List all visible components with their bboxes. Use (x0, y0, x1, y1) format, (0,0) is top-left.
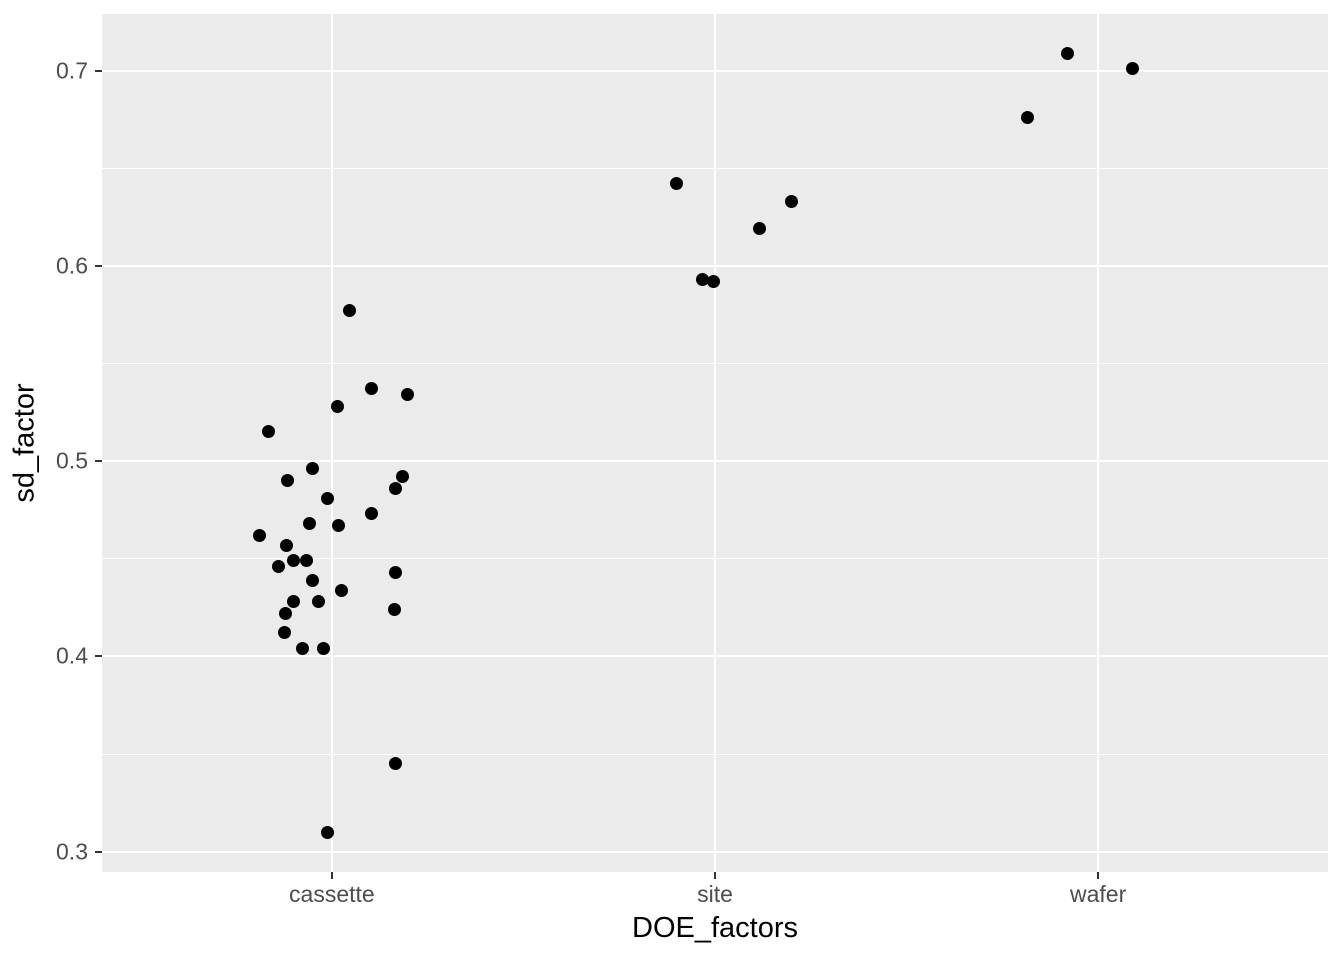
data-point (1126, 62, 1140, 76)
y-tick-label: 0.5 (56, 447, 88, 474)
data-point (252, 528, 266, 542)
data-point (1021, 110, 1035, 124)
data-point (271, 560, 285, 574)
data-point (387, 603, 401, 617)
data-point (695, 273, 709, 287)
gridline-major-vertical (330, 14, 333, 872)
y-tick-mark (95, 264, 102, 267)
x-tick-mark (330, 872, 333, 879)
data-point (330, 399, 344, 413)
data-point (321, 825, 335, 839)
data-point (278, 606, 292, 620)
data-point (400, 388, 414, 402)
gridline-major-vertical (714, 14, 716, 872)
data-point (279, 538, 293, 552)
data-point (388, 757, 402, 771)
data-point (296, 642, 310, 656)
x-tick-label: cassette (289, 881, 375, 907)
x-tick-mark (714, 872, 716, 879)
data-point (286, 595, 300, 609)
data-point (388, 565, 402, 579)
data-point (365, 507, 379, 521)
y-tick-label: 0.3 (56, 838, 88, 865)
data-point (321, 491, 335, 505)
data-point (395, 470, 409, 484)
data-point (277, 626, 291, 640)
data-point (388, 481, 402, 495)
data-point (286, 554, 300, 568)
data-point (784, 194, 798, 208)
data-point (334, 583, 348, 597)
data-point (261, 425, 275, 439)
data-point (316, 642, 330, 656)
y-tick-mark (95, 655, 102, 658)
data-point (752, 222, 766, 236)
y-axis-title: sd_factor (8, 383, 41, 503)
data-point (669, 177, 683, 191)
gridline-major-vertical (1097, 14, 1100, 872)
x-tick-mark (1097, 872, 1100, 879)
data-point (302, 517, 316, 531)
x-tick-label: site (697, 881, 733, 907)
plot-panel (102, 14, 1328, 872)
data-point (342, 304, 356, 318)
x-tick-label: wafer (1070, 881, 1127, 907)
data-point (299, 554, 313, 568)
y-tick-label: 0.4 (56, 642, 88, 669)
data-point (305, 573, 319, 587)
data-point (306, 462, 320, 476)
data-point (365, 382, 379, 396)
y-tick-label: 0.7 (56, 57, 88, 84)
data-point (281, 474, 295, 488)
data-point (1061, 46, 1075, 60)
x-axis-title: DOE_factors (632, 912, 798, 944)
data-point (331, 519, 345, 533)
y-tick-mark (95, 850, 102, 853)
y-tick-label: 0.6 (56, 252, 88, 279)
data-point (311, 595, 325, 609)
y-tick-mark (95, 69, 102, 72)
y-tick-mark (95, 460, 102, 463)
data-point (706, 275, 720, 288)
